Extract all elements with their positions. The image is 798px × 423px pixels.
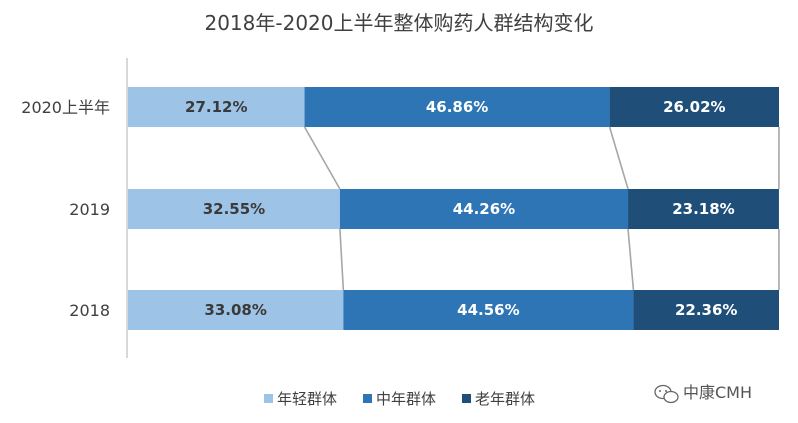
legend-swatch	[462, 394, 471, 403]
chart-title: 2018年-2020上半年整体购药人群结构变化	[204, 11, 593, 35]
data-label: 23.18%	[672, 200, 734, 218]
series-line	[339, 228, 345, 291]
legend-swatch	[264, 394, 273, 403]
legend-swatch	[363, 394, 372, 403]
y-tick-label: 2019	[69, 200, 110, 219]
bar-segment-2-row-3	[343, 290, 634, 330]
y-tick-label: 2020上半年	[21, 98, 110, 117]
bar-segment-3-row-3	[633, 290, 779, 330]
bar-segment-2-row-1	[304, 87, 610, 127]
data-label: 46.86%	[426, 98, 488, 116]
bars-group: 27.12% 46.86% 26.02% 32.55% 44.26% 23.18% 33.0…	[128, 87, 779, 330]
data-label: 44.56%	[457, 301, 519, 319]
bar-segment-3-row-1	[609, 87, 779, 127]
data-label: 27.12%	[185, 98, 247, 116]
y-tick-labels: 2020上半年 2019 2018	[21, 98, 110, 320]
legend-label: 老年群体	[475, 390, 535, 408]
bar-segment-2-row-2	[339, 189, 629, 229]
data-label: 32.55%	[203, 200, 265, 218]
data-label: 44.26%	[453, 200, 515, 218]
y-tick-label: 2018	[69, 301, 110, 320]
wechat-icon	[654, 384, 679, 404]
bar-segment-1-row-2	[128, 189, 340, 229]
series-lines	[303, 126, 780, 291]
data-label: 33.08%	[204, 301, 266, 319]
data-label: 22.36%	[675, 301, 737, 319]
bar-segment-1-row-1	[128, 87, 305, 127]
watermark-text: 中康CMH	[683, 383, 752, 402]
legend-label: 中年群体	[376, 390, 436, 408]
series-line	[627, 228, 635, 291]
series-line	[608, 126, 629, 190]
series-line	[303, 126, 341, 190]
bar-segment-1-row-3	[128, 290, 344, 330]
data-label: 26.02%	[663, 98, 725, 116]
bar-segment-3-row-2	[628, 189, 779, 229]
watermark: 中康CMH	[654, 383, 752, 404]
legend-label: 年轻群体	[277, 390, 337, 408]
legend: 年轻群体 中年群体 老年群体	[264, 390, 535, 408]
